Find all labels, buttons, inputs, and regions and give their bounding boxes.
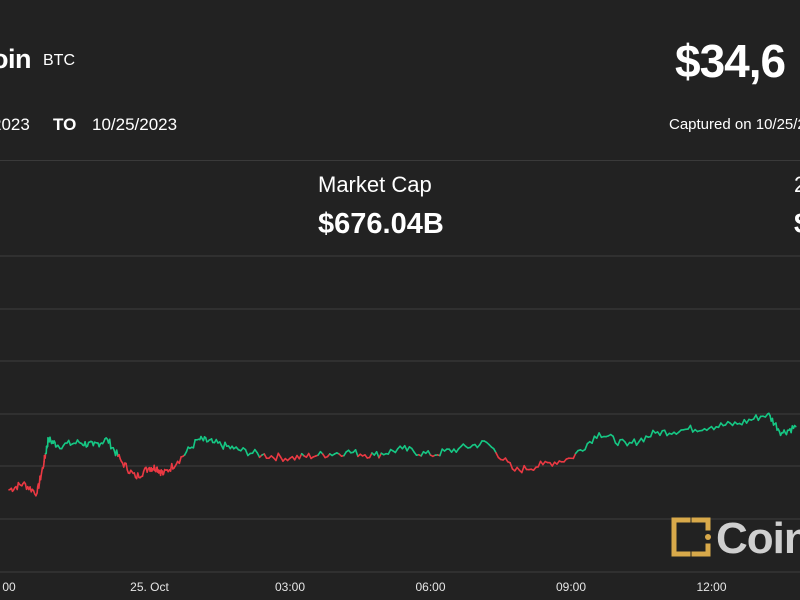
market-cap-value: $676.04B (318, 208, 444, 240)
price-line-segment (387, 448, 392, 455)
x-axis-ticks: 00 25. Oct 03:00 06:00 09:00 12:00 (2, 580, 727, 594)
price-line-segment (153, 464, 156, 472)
x-tick-label: 06:00 (415, 580, 445, 594)
price-line-segment (584, 442, 589, 451)
price-line-segment (775, 422, 778, 431)
price-line-segment (598, 432, 603, 439)
price-line-segment (141, 470, 145, 478)
price-line-segment (244, 448, 249, 457)
price-line-segment (642, 435, 647, 443)
price-line-segment (521, 464, 525, 474)
header-divider (0, 160, 800, 161)
price-line-segment (38, 482, 41, 489)
price-line-segment (67, 439, 72, 446)
price-line-segment (509, 461, 514, 470)
secondary-stat-label: 2 (794, 172, 800, 198)
coin-name: oin (0, 44, 32, 74)
price-line-segment (125, 462, 129, 471)
price-line-segment (663, 429, 668, 437)
price-series (8, 412, 797, 497)
price-line-segment (298, 452, 303, 460)
price-line-segment (354, 449, 359, 458)
price-line-segment (591, 435, 596, 445)
date-to-label: TO (53, 115, 77, 134)
price-line-segment (178, 456, 182, 465)
price-line-segment (185, 446, 189, 453)
captured-date: Captured on 10/25/2 (669, 116, 800, 133)
price-line-segment (572, 452, 577, 460)
coin-ticker: BTC (43, 52, 75, 69)
price-line-segment (633, 438, 638, 446)
price-line-segment (649, 429, 654, 438)
price-line-segment (659, 429, 664, 437)
price-line-segment (275, 452, 280, 462)
price-line-segment (427, 450, 432, 456)
price-line-segment (495, 452, 500, 459)
price-line-segment (256, 451, 261, 459)
price-line-segment (771, 417, 775, 426)
market-cap-label: Market Cap (318, 172, 432, 197)
date-to: 10/25/2023 (92, 115, 178, 134)
price-line-segment (36, 486, 39, 494)
price-line-segment (375, 450, 380, 459)
current-price: $34,6 (675, 35, 786, 87)
price-line-segment (378, 452, 383, 459)
x-tick-label: 03:00 (275, 580, 305, 594)
x-tick-label: 00 (2, 580, 16, 594)
x-tick-label: 25. Oct (130, 580, 169, 594)
price-line-segment (617, 438, 621, 447)
logo-wordmark: Coin (716, 514, 800, 563)
price-line-segment (192, 439, 196, 449)
price-line-segment (170, 462, 174, 470)
price-line-segment (612, 435, 617, 444)
price-line-segment (108, 438, 112, 450)
x-tick-label: 09:00 (556, 580, 586, 594)
price-line-segment (439, 448, 444, 457)
date-from: 2023 (0, 115, 30, 134)
price-line-segment (537, 460, 542, 468)
price-line-segment (368, 452, 373, 459)
chart-grid (0, 255, 800, 573)
coin-logo-icon (671, 517, 711, 557)
secondary-stat-value: $ (794, 208, 800, 241)
price-line-segment (263, 453, 268, 460)
price-line-segment (42, 460, 45, 468)
price-line-segment (689, 424, 694, 433)
price-line-segment (84, 441, 88, 448)
x-tick-label: 12:00 (696, 580, 726, 594)
price-line-segment (307, 452, 312, 460)
price-line-segment (793, 424, 797, 428)
